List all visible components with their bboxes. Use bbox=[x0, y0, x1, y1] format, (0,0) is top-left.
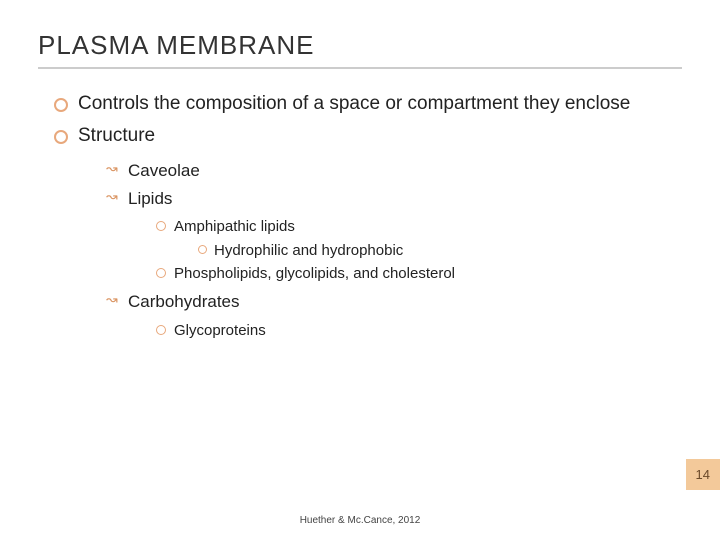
citation-text: Huether & Mc.Cance, 2012 bbox=[0, 515, 720, 526]
list-item: Phospholipids, glycolipids, and choleste… bbox=[156, 262, 682, 285]
list-item: Carbohydrates Glycoproteins bbox=[106, 289, 682, 342]
bullet-text: Structure bbox=[78, 125, 155, 146]
bullet-text: Carbohydrates bbox=[128, 292, 240, 311]
bullet-text: Phospholipids, glycolipids, and choleste… bbox=[174, 265, 455, 282]
bullet-text: Glycoproteins bbox=[174, 322, 266, 339]
bullet-list-level3: Glycoproteins bbox=[128, 319, 682, 342]
bullet-list-level3: Amphipathic lipids Hydrophilic and hydro… bbox=[128, 215, 682, 285]
list-item: Glycoproteins bbox=[156, 319, 682, 342]
bullet-text: Hydrophilic and hydrophobic bbox=[214, 242, 403, 259]
list-item: Caveolae bbox=[106, 158, 682, 184]
slide-title: PLASMA MEMBRANE bbox=[38, 30, 682, 69]
list-item: Lipids Amphipathic lipids Hydrophilic an… bbox=[106, 186, 682, 285]
slide-container: PLASMA MEMBRANE Controls the composition… bbox=[0, 0, 720, 540]
list-item: Controls the composition of a space or c… bbox=[54, 91, 682, 117]
page-number-badge: 14 bbox=[686, 459, 720, 490]
bullet-list-level2: Caveolae Lipids Amphipathic lipids Hydro… bbox=[78, 158, 682, 342]
list-item: Amphipathic lipids Hydrophilic and hydro… bbox=[156, 215, 682, 262]
bullet-text: Lipids bbox=[128, 189, 172, 208]
list-item: Hydrophilic and hydrophobic bbox=[198, 239, 682, 262]
bullet-text: Controls the composition of a space or c… bbox=[78, 93, 630, 114]
bullet-list-level4: Hydrophilic and hydrophobic bbox=[174, 239, 682, 262]
list-item: Structure Caveolae Lipids Amphipathic li… bbox=[54, 123, 682, 342]
bullet-text: Caveolae bbox=[128, 161, 200, 180]
bullet-list-level1: Controls the composition of a space or c… bbox=[38, 91, 682, 342]
bullet-text: Amphipathic lipids bbox=[174, 218, 295, 235]
